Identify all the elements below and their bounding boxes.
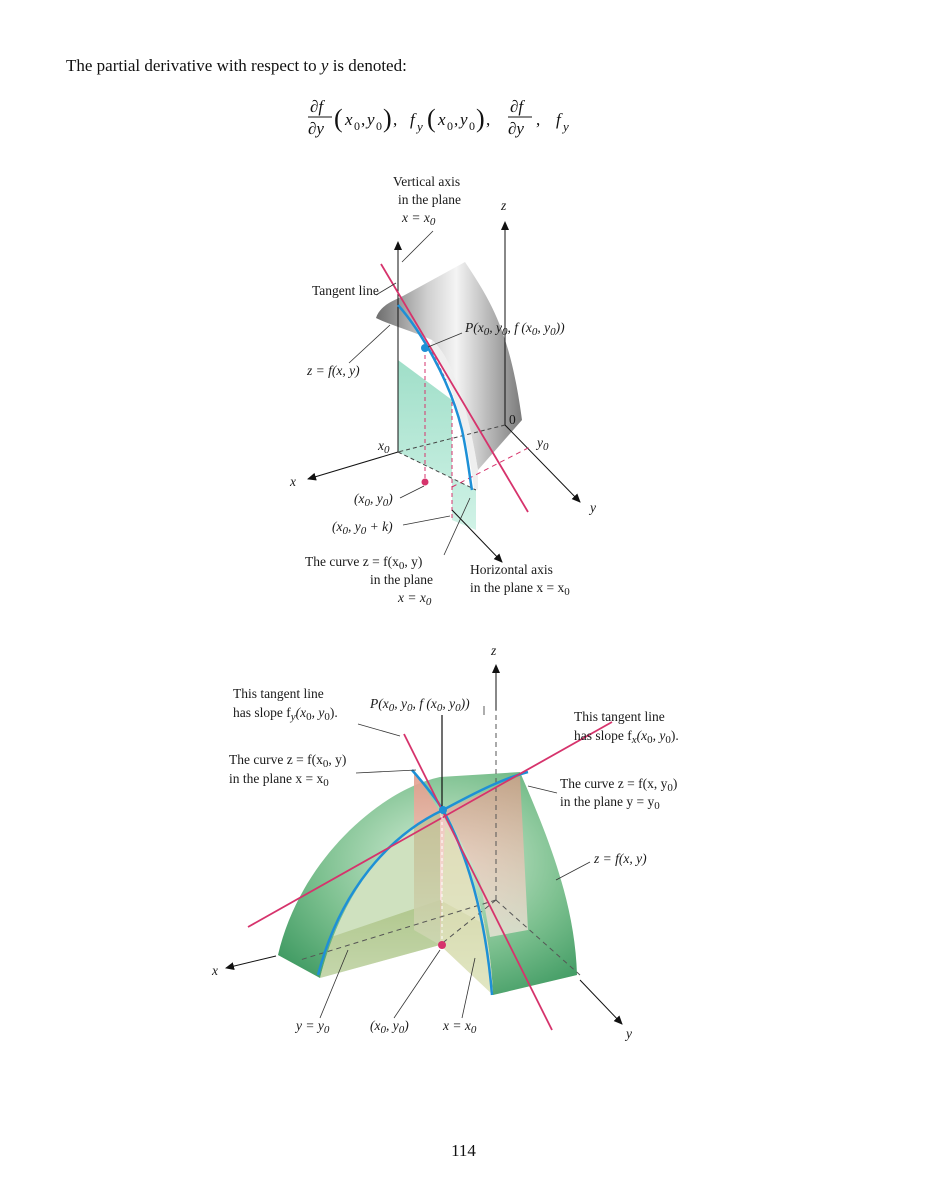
label-tl-left-1: This tangent line (233, 686, 324, 701)
point-p-2 (439, 806, 447, 814)
frac1-num: ∂f (310, 97, 325, 116)
label-x0-1: x0 (377, 438, 390, 456)
intro-text: The partial derivative with respect to y… (66, 56, 407, 75)
point-p-1 (421, 344, 429, 352)
f-y-symbol-2: f (556, 110, 563, 129)
label-y-2: y (624, 1026, 632, 1041)
figure-1: Vertical axis in the plane x = x0 z Tang… (289, 174, 596, 608)
label-pt-x0y0k: (x0, y0 + k) (332, 519, 393, 537)
label-y0-1: y0 (535, 435, 549, 453)
f-y-symbol: f (410, 110, 417, 129)
label-curve-3: x = x0 (397, 590, 432, 608)
figure-2: z This tangent line has slope fy(x0, y0)… (211, 643, 679, 1041)
svg-text:,: , (536, 110, 540, 129)
surface-patch (376, 262, 522, 470)
curve-1 (397, 304, 474, 491)
svg-text:x: x (437, 110, 446, 129)
label-z-2: z (490, 643, 497, 658)
point-x0y0-2 (438, 941, 446, 949)
curve-x-x0 (411, 769, 494, 996)
x-axis-1 (307, 451, 399, 481)
point-x0y0-1 (421, 478, 429, 486)
label-horiz-2: in the plane x = x0 (470, 580, 570, 598)
svg-text:): ) (383, 104, 392, 133)
tangent-line-1 (380, 263, 529, 513)
y-axis-2 (579, 979, 623, 1025)
label-surface-2: z = f(x, y) (593, 851, 647, 866)
label-pt-x0y0-2: (x0, y0) (370, 1018, 409, 1036)
frac1-den: ∂y (308, 119, 324, 138)
label-vertical-axis-3: x = x0 (401, 210, 436, 228)
plane-x-x0 (398, 360, 476, 530)
tangent-x (247, 721, 613, 928)
label-curve-2: in the plane (370, 572, 433, 587)
svg-text:,: , (486, 110, 490, 129)
svg-text:y: y (365, 110, 375, 129)
svg-text:,: , (361, 110, 365, 129)
svg-text:,: , (393, 110, 397, 129)
label-origin: 0 (509, 412, 516, 427)
svg-text:0: 0 (354, 119, 360, 133)
svg-text:0: 0 (447, 119, 453, 133)
partial-derivative-formula: ∂f ∂y ( x 0 , y 0 ) , f y ( x 0 , y 0 ) … (308, 97, 569, 138)
label-x-1: x (289, 474, 296, 489)
label-tl-right-1: This tangent line (574, 709, 665, 724)
curve-y-y0 (316, 808, 444, 976)
label-point-p-2: P(x0, y0, f (x0, y0)) (369, 696, 470, 714)
svg-text:x: x (344, 110, 353, 129)
label-y-1: y (588, 500, 596, 515)
label-tl-right-2: has slope fx(x0, y0). (574, 728, 679, 746)
label-vertical-axis-2: in the plane (398, 192, 461, 207)
svg-text:(: ( (427, 104, 436, 133)
label-pt-x0y0-1: (x0, y0) (354, 491, 393, 509)
frac2-num: ∂f (510, 97, 525, 116)
svg-text:(: ( (334, 104, 343, 133)
page-number: 114 (451, 1141, 476, 1160)
label-curve-right-1: The curve z = f(x, y0) (560, 776, 677, 794)
label-horiz-1: Horizontal axis (470, 562, 553, 577)
label-curve-left-1: The curve z = f(x0, y) (229, 752, 346, 770)
label-curve-right-2: in the plane y = y0 (560, 794, 660, 812)
label-x-eq-x0: x = x0 (442, 1018, 477, 1036)
label-surface-1: z = f(x, y) (306, 363, 360, 378)
label-tl-left-2: has slope fy(x0, y0). (233, 705, 338, 723)
y-axis-1 (504, 424, 581, 503)
tangent-y (403, 733, 553, 1031)
horizontal-axis-arrow (451, 509, 503, 563)
svg-text:y: y (561, 119, 569, 134)
svg-text:0: 0 (469, 119, 475, 133)
label-y-eq-y0: y = y0 (294, 1018, 330, 1036)
label-curve-1: The curve z = f(x0, y) (305, 554, 422, 572)
label-z-1: z (500, 198, 507, 213)
svg-text:y: y (415, 119, 423, 134)
label-curve-left-2: in the plane x = x0 (229, 771, 329, 789)
label-x-2: x (211, 963, 218, 978)
label-point-p-1: P(x0, y0, f (x0, y0)) (464, 320, 565, 338)
svg-text:y: y (458, 110, 468, 129)
label-tangent-line: Tangent line (312, 283, 379, 298)
svg-text:): ) (476, 104, 485, 133)
frac2-den: ∂y (508, 119, 524, 138)
x-axis-2 (225, 955, 277, 971)
svg-text:,: , (454, 110, 458, 129)
label-vertical-axis-1: Vertical axis (393, 174, 460, 189)
svg-text:0: 0 (376, 119, 382, 133)
